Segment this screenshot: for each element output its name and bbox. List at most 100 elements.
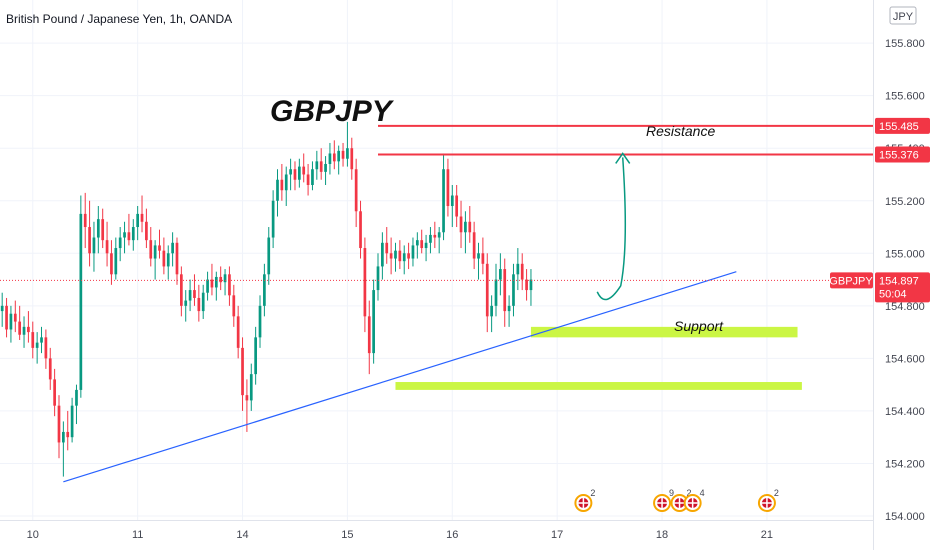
event-flag-icon[interactable]: 2 [757, 488, 779, 512]
candle-body [171, 242, 174, 254]
time-axis[interactable]: 10 11 14 15 16 17 18 21 [27, 529, 773, 541]
candle [40, 326, 43, 354]
candle [499, 253, 502, 296]
candle-body [5, 305, 8, 330]
event-flag-icon[interactable]: 4 [683, 488, 705, 512]
candle-body [424, 242, 428, 249]
candle-body [468, 221, 472, 233]
candle-body [206, 279, 209, 293]
candle-body [499, 269, 502, 280]
candle-body [507, 305, 511, 312]
candle-body [346, 148, 349, 159]
grid [0, 0, 874, 520]
candle [450, 184, 454, 228]
candle-body [319, 161, 323, 172]
candle-body [450, 195, 454, 207]
candle [92, 221, 96, 272]
candle-body [241, 347, 244, 396]
candle-body [372, 290, 375, 354]
candle [311, 161, 314, 191]
candle [394, 242, 397, 272]
support-zone [395, 382, 802, 390]
support-zones [395, 326, 802, 390]
x-tick-label: 17 [551, 529, 563, 541]
candle-body [276, 179, 279, 201]
candle-body [193, 290, 196, 298]
candle [48, 347, 52, 390]
candle-body [385, 242, 389, 254]
candle-body [376, 266, 380, 291]
candle-body [110, 253, 113, 275]
candle-body [446, 169, 450, 207]
candle [70, 397, 74, 443]
candle [363, 237, 367, 333]
candle [503, 258, 507, 327]
candle [193, 274, 196, 306]
candle [507, 295, 511, 327]
candle [381, 232, 384, 280]
candle [258, 295, 262, 348]
candle-body [311, 169, 314, 185]
candle [245, 379, 249, 432]
candle [520, 253, 524, 291]
candle [446, 158, 450, 217]
candle-body [201, 292, 205, 312]
candle [415, 232, 419, 259]
candle [490, 295, 493, 333]
candle-body [420, 240, 424, 249]
y-tick-label: 154.400 [885, 406, 925, 418]
candle-body [96, 219, 100, 238]
candle-body [118, 237, 122, 249]
y-tick-label: 154.000 [885, 511, 925, 523]
price-tag [875, 117, 930, 134]
candle-body [9, 313, 13, 330]
x-tick-label: 11 [132, 529, 143, 541]
candle [472, 221, 476, 270]
candle [433, 221, 437, 249]
y-tick-label: 155.200 [885, 196, 925, 208]
candle-body [70, 405, 74, 438]
candle [271, 190, 275, 249]
candle-body [127, 232, 131, 241]
arrow-head [615, 152, 631, 164]
candle-body [101, 219, 105, 241]
candle [35, 332, 39, 364]
candle [280, 163, 284, 201]
candle [201, 284, 205, 319]
candle-body [337, 150, 341, 162]
candle [442, 153, 445, 241]
trendline[interactable] [63, 271, 737, 483]
candle [210, 263, 214, 296]
x-tick-label: 21 [761, 529, 773, 541]
last-price-label: 154.897 [879, 275, 919, 287]
candle [263, 263, 266, 317]
arrow-path [596, 157, 627, 301]
currency-label: JPY [893, 11, 914, 23]
candle-body [332, 153, 336, 162]
candle [228, 266, 231, 306]
candle-body [411, 245, 415, 259]
candle [407, 242, 410, 270]
candle-body [136, 213, 140, 228]
event-flag-icon[interactable]: 2 [574, 488, 595, 512]
candle-body [254, 337, 257, 375]
candle-body [389, 253, 393, 259]
candle-body [35, 342, 39, 348]
candle [214, 271, 218, 301]
candle-body [180, 274, 183, 306]
candle-body [324, 163, 327, 172]
candle-body [293, 169, 297, 180]
currency-badge[interactable] [889, 6, 917, 25]
x-tick-label: 10 [27, 529, 39, 541]
candle-body [485, 263, 489, 317]
candle-body [140, 213, 144, 222]
candle-body [459, 216, 463, 233]
chart-title: GBPJPY [270, 95, 395, 128]
candle-body [455, 195, 459, 217]
y-tick-label: 155.600 [885, 91, 925, 103]
candle [289, 158, 292, 191]
event-flag-icon[interactable]: 9 [653, 488, 674, 512]
